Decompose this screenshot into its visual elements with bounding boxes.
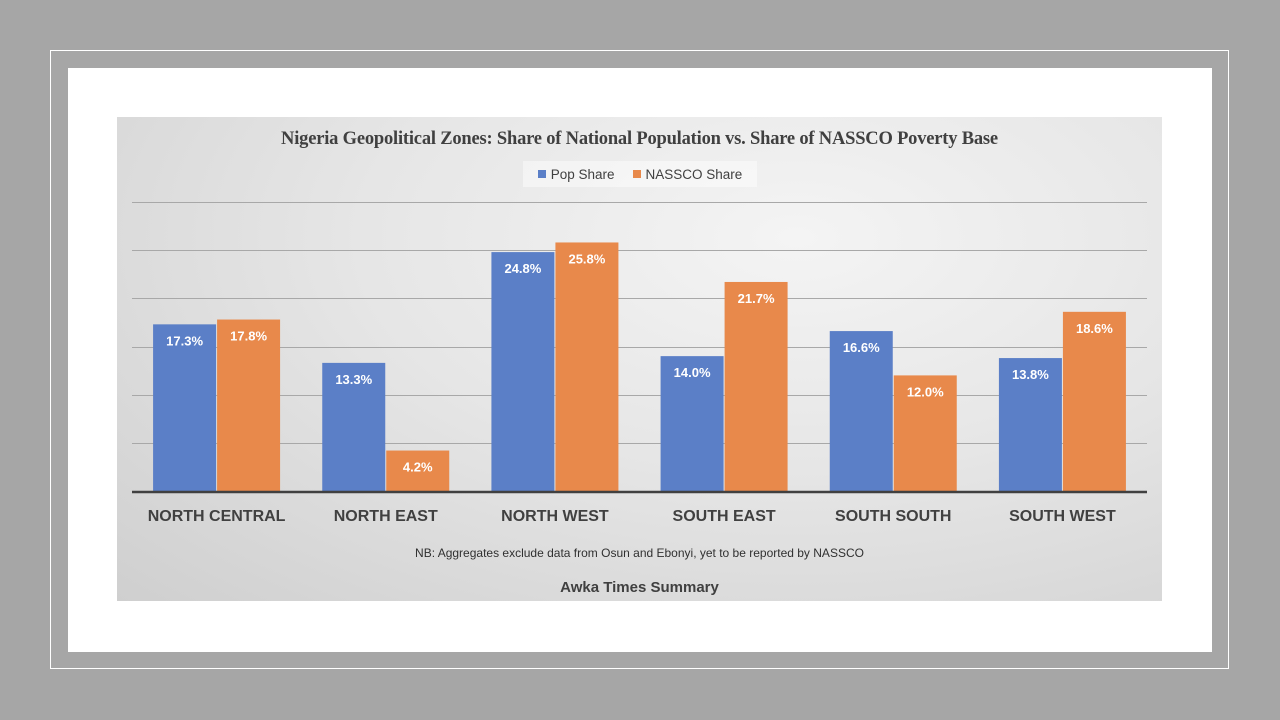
data-label-pop-share: 16.6% [843,340,880,355]
data-label-pop-share: 17.3% [166,333,203,348]
data-label-pop-share: 24.8% [504,261,541,276]
bar-chart-plot: 17.3% 17.8% NORTH CENTRAL 13.3% 4.2% NORTH EA… [132,202,1147,525]
bar-pop-share [322,362,386,491]
bar-pop-share [998,358,1062,491]
legend-swatch-pop-share [537,170,546,178]
legend-item-pop-share: Pop Share [537,166,615,182]
bar-pop-share [153,324,217,491]
x-tick-label: NORTH CENTRAL [148,508,286,525]
data-label-pop-share: 14.0% [674,365,711,380]
x-tick-label: NORTH EAST [334,508,438,525]
bar-nassco-share [555,242,619,491]
data-label-nassco-share: 18.6% [1076,321,1113,336]
bar-pop-share [829,331,893,491]
legend-item-nassco-share: NASSCO Share [632,166,743,182]
bar-nassco-share [1062,311,1126,491]
x-tick-label: SOUTH SOUTH [835,508,951,525]
x-tick-label: SOUTH EAST [673,508,776,525]
bar-nassco-share [217,319,281,491]
data-label-pop-share: 13.3% [335,372,372,387]
legend-swatch-nassco-share [632,170,641,178]
bar-pop-share [491,252,555,491]
footnote: NB: Aggregates exclude data from Osun an… [415,546,864,560]
data-label-nassco-share: 21.7% [738,291,775,306]
data-label-nassco-share: 25.8% [568,251,605,266]
legend-label-pop-share: Pop Share [550,166,615,182]
bar-pop-share [660,356,724,491]
data-label-pop-share: 13.8% [1012,367,1049,382]
legend-label-nassco-share: NASSCO Share [645,166,743,182]
data-label-nassco-share: 17.8% [230,329,267,344]
data-label-nassco-share: 12.0% [907,384,944,399]
chart-area: Nigeria Geopolitical Zones: Share of Nat… [117,117,1162,601]
bar-nassco-share [724,281,788,491]
chart-title: Nigeria Geopolitical Zones: Share of Nat… [281,129,998,149]
chart-legend: Pop Share NASSCO Share [523,161,757,187]
source-label: Awka Times Summary [560,579,719,596]
bar-nassco-share [386,450,450,491]
data-label-nassco-share: 4.2% [403,460,433,475]
x-tick-label: SOUTH WEST [1009,508,1116,525]
bar-nassco-share [893,375,957,491]
outer-frame-line [50,50,1229,669]
x-tick-label: NORTH WEST [501,508,609,525]
